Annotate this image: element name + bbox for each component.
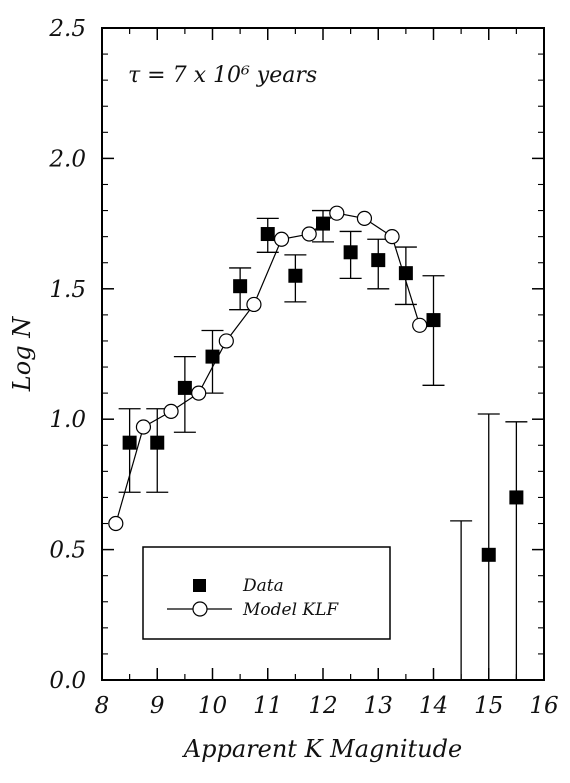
- model-klf-point: [246, 296, 262, 313]
- legend-model-marker: [192, 601, 208, 617]
- x-tick-label-8: 8: [95, 693, 110, 719]
- legend-model-label: Model KLF: [242, 600, 339, 620]
- model-klf-point: [135, 419, 152, 435]
- x-tick-label-12: 12: [308, 693, 337, 719]
- x-tick-label-11: 11: [253, 693, 282, 719]
- y-tick-label-0.0: 0.0: [49, 668, 86, 694]
- y-tick-label-1.0: 1.0: [49, 407, 86, 433]
- model-klf-points: [108, 205, 428, 532]
- annotation-tau: τ = 7 x 10⁶ years: [128, 63, 317, 88]
- model-klf-point: [329, 205, 345, 221]
- model-klf-point: [218, 333, 234, 349]
- model-klf-point: [301, 226, 317, 242]
- data-series: [122, 216, 524, 562]
- data-point: [316, 216, 330, 231]
- tick-labels: 8 9 10 11 12 13 14 15 16 0.0 0.5 1.0 1.5 2.0 2.5: [48, 16, 558, 719]
- model-klf-point: [356, 210, 373, 226]
- legend: Data Model KLF: [142, 546, 391, 640]
- x-axis-title: Apparent K Magnitude: [182, 735, 462, 763]
- data-point: [260, 227, 275, 242]
- data-point: [233, 279, 248, 294]
- x-tick-label-14: 14: [419, 693, 448, 719]
- x-tick-label-10: 10: [198, 693, 227, 719]
- data-point: [398, 266, 413, 281]
- y-tick-label-1.5: 1.5: [49, 277, 86, 303]
- y-tick-label-2.0: 2.0: [48, 146, 86, 172]
- y-tick-label-2.5: 2.5: [48, 16, 86, 42]
- y-tick-label-0.5: 0.5: [49, 538, 86, 564]
- data-error-bars: [118, 209, 528, 680]
- x-tick-label-15: 15: [474, 693, 503, 719]
- model-klf-point: [273, 231, 290, 247]
- data-point: [150, 435, 165, 450]
- data-point: [371, 253, 386, 268]
- legend-data-marker: [193, 579, 206, 592]
- data-point: [481, 547, 496, 562]
- model-klf-point: [412, 317, 428, 333]
- model-klf-point: [191, 385, 207, 401]
- data-point: [509, 490, 524, 505]
- data-point: [426, 313, 441, 328]
- data-point: [122, 435, 137, 450]
- model-klf-point: [384, 229, 400, 245]
- y-axis-title: Log N: [8, 316, 36, 392]
- legend-data-label: Data: [242, 576, 284, 596]
- data-point: [177, 380, 192, 395]
- axis-ticks: [101, 27, 545, 681]
- data-point: [343, 245, 358, 260]
- data-point: [288, 268, 303, 283]
- data-point: [205, 349, 220, 364]
- model-klf-point: [108, 515, 124, 532]
- x-tick-label-9: 9: [150, 693, 165, 719]
- model-klf-point: [163, 403, 179, 419]
- x-tick-label-13: 13: [364, 693, 393, 719]
- x-tick-label-16: 16: [529, 693, 558, 719]
- legend-box: [142, 546, 391, 640]
